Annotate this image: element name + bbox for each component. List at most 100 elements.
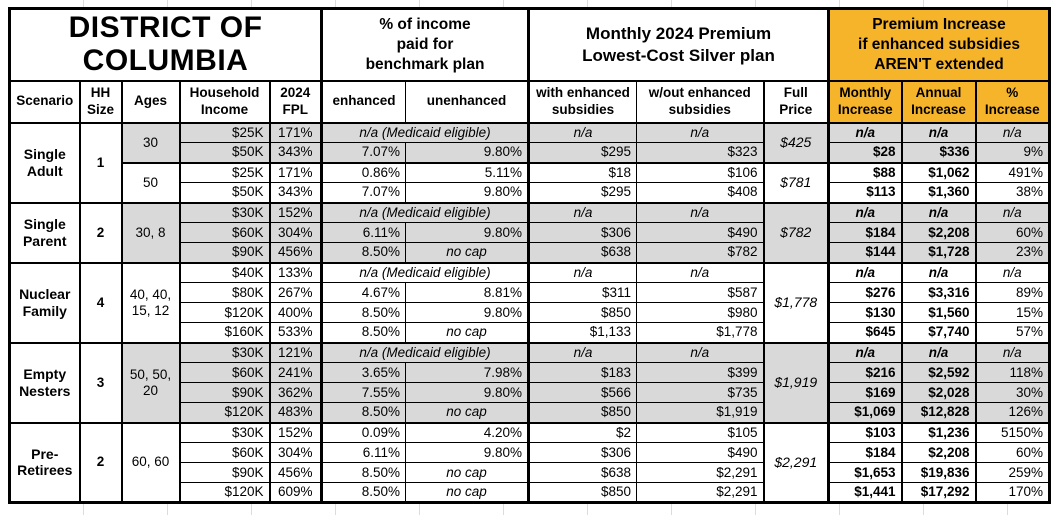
unenhanced-cell: no cap [405,242,529,263]
unenhanced-cell: 9.80% [405,142,529,163]
hh-size-cell: 4 [78,261,122,343]
with-subsidies-cell: $306 [527,222,637,243]
monthly-increase-cell: $28 [827,142,902,163]
ages-cell: 50, 50, 20 [120,341,180,423]
without-subsidies-cell: $1,919 [636,402,764,423]
pct-increase-cell: 126% [974,402,1050,423]
col-header-hh-size: HH Size [78,79,122,123]
with-subsidies-cell: $306 [527,442,637,463]
unenhanced-cell: no cap [405,402,529,423]
annual-increase-cell: $336 [900,142,976,163]
pct-increase-cell: 491% [974,161,1050,183]
medicaid-eligible-cell: n/a (Medicaid eligible) [320,341,529,363]
data-row: 50 $25K 171% 0.86% 5.11% $18 $106 $781 $88 $1,062… [10,161,1050,203]
with-subsidies-cell: $850 [527,402,637,423]
col-header-unenhanced: unenhanced [405,79,529,123]
data-row: $60K 304% 6.11% 9.80% $306 $490 $184 $2,208 60% [10,442,1050,463]
fpl-cell: 152% [268,421,322,443]
monthly-increase-cell: n/a [827,121,902,143]
annual-increase-cell: $12,828 [900,402,976,423]
fpl-cell: 456% [268,242,322,263]
annual-increase-cell: $19,836 [900,462,976,483]
pct-increase-cell: 60% [974,222,1050,243]
income-cell: $40K [178,261,270,283]
annual-increase-cell: n/a [900,201,976,223]
full-price-cell: $2,291 [762,421,829,503]
full-price-cell: $1,778 [762,261,829,343]
unenhanced-cell: 9.80% [405,382,529,403]
fpl-cell: 304% [268,442,322,463]
full-price-cell: $1,919 [762,341,829,423]
unenhanced-cell: 9.80% [405,442,529,463]
monthly-increase-cell: $103 [827,421,902,443]
monthly-increase-cell: $130 [827,302,902,323]
without-subsidies-cell: n/a [636,201,764,223]
monthly-increase-cell: $113 [827,182,902,203]
monthly-increase-cell: $184 [827,222,902,243]
with-subsidies-cell: $311 [527,282,637,303]
without-subsidies-cell: $1,778 [636,322,764,343]
pct-increase-cell: n/a [974,261,1050,283]
without-subsidies-cell: $2,291 [636,462,764,483]
fpl-cell: 533% [268,322,322,343]
fpl-cell: 304% [268,222,322,243]
unenhanced-cell: 9.80% [405,302,529,323]
income-cell: $30K [178,201,270,223]
enhanced-cell: 8.50% [320,402,406,423]
pct-increase-cell: 15% [974,302,1050,323]
group-header-premium-increase: Premium Increase if enhanced subsidies A… [827,8,1050,81]
income-cell: $90K [178,382,270,403]
pct-increase-cell: 57% [974,322,1050,343]
pct-increase-cell: 259% [974,462,1050,483]
data-row: $50K 343% 7.07% 9.80% $295 $408 $113 $1,360 38% [10,182,1050,203]
pct-increase-cell: 118% [974,362,1050,383]
fpl-cell: 152% [268,201,322,223]
pct-increase-cell: 170% [974,482,1050,503]
data-row: $90K 456% 8.50% no cap $638 $2,291 $1,653 $19,8… [10,462,1050,483]
group-header-monthly-premium: Monthly 2024 Premium Lowest-Cost Silver … [527,8,829,81]
annual-increase-cell: n/a [900,261,976,283]
without-subsidies-cell: $490 [636,442,764,463]
data-row: Empty Nesters 3 50, 50, 20 $30K 121% n/a (Med… [9,341,1050,423]
monthly-increase-cell: n/a [827,261,902,283]
with-subsidies-cell: $295 [527,182,637,203]
ages-cell: 30, 8 [120,201,180,263]
scenario-cell: Empty Nesters [9,341,80,423]
monthly-increase-cell: n/a [827,341,902,363]
without-subsidies-cell: $980 [636,302,764,323]
full-price-cell: $782 [762,201,829,263]
monthly-increase-cell: $1,069 [827,402,902,423]
income-cell: $30K [178,341,270,363]
col-header-2024-fpl: 2024 FPL [268,79,322,123]
enhanced-cell: 6.11% [320,222,406,243]
annual-increase-cell: $2,592 [900,362,976,383]
annual-increase-cell: $1,360 [900,182,976,203]
income-cell: $25K [178,121,270,143]
income-cell: $60K [178,362,270,383]
scenario-cell: Pre- Retirees [9,421,80,503]
with-subsidies-cell: $295 [527,142,637,163]
group-header-income-pct: % of income paid for benchmark plan [320,8,529,81]
col-header-scenario: Scenario [9,79,80,123]
fpl-cell: 456% [268,462,322,483]
without-subsidies-cell: $782 [636,242,764,263]
full-price-cell: $781 [762,161,829,203]
scenario-cell: Single Adult [9,121,80,203]
income-cell: $50K [178,142,270,163]
hh-size-cell: 1 [78,121,122,203]
with-subsidies-cell: n/a [527,341,637,363]
enhanced-cell: 6.11% [320,442,406,463]
monthly-increase-cell: $645 [827,322,902,343]
with-subsidies-cell: $638 [527,462,637,483]
table-body: Single Adult 1 30 $25K 171% n/a (Medicaid eli… [9,121,1050,503]
income-cell: $90K [178,242,270,263]
monthly-increase-cell: $1,653 [827,462,902,483]
ages-cell: 50 [120,161,180,203]
without-subsidies-cell: $735 [636,382,764,403]
annual-increase-cell: $7,740 [900,322,976,343]
with-subsidies-cell: $1,133 [527,322,637,343]
col-header-ages: Ages [120,79,180,123]
without-subsidies-cell: $105 [636,421,764,443]
enhanced-cell: 8.50% [320,242,406,263]
fpl-cell: 171% [268,121,322,143]
